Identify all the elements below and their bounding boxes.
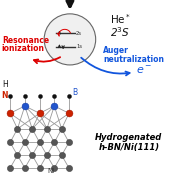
Text: N: N [1, 91, 7, 100]
Text: B: B [73, 88, 78, 97]
Text: ionization: ionization [2, 44, 45, 53]
Text: $e^-$: $e^-$ [136, 65, 153, 76]
Text: H: H [2, 80, 8, 89]
Circle shape [44, 14, 96, 65]
Text: 2$^3$$S$: 2$^3$$S$ [110, 25, 130, 39]
Text: Resonance: Resonance [2, 36, 49, 45]
Text: 2s: 2s [76, 30, 82, 36]
Text: Auger: Auger [103, 46, 129, 55]
Text: Hydrogenated: Hydrogenated [95, 133, 162, 143]
Text: He$^*$: He$^*$ [110, 12, 132, 26]
Text: neutralization: neutralization [103, 55, 164, 64]
Text: h-BN/Ni(111): h-BN/Ni(111) [98, 143, 159, 152]
Text: 1s: 1s [76, 44, 82, 49]
Text: Ni: Ni [48, 168, 55, 174]
